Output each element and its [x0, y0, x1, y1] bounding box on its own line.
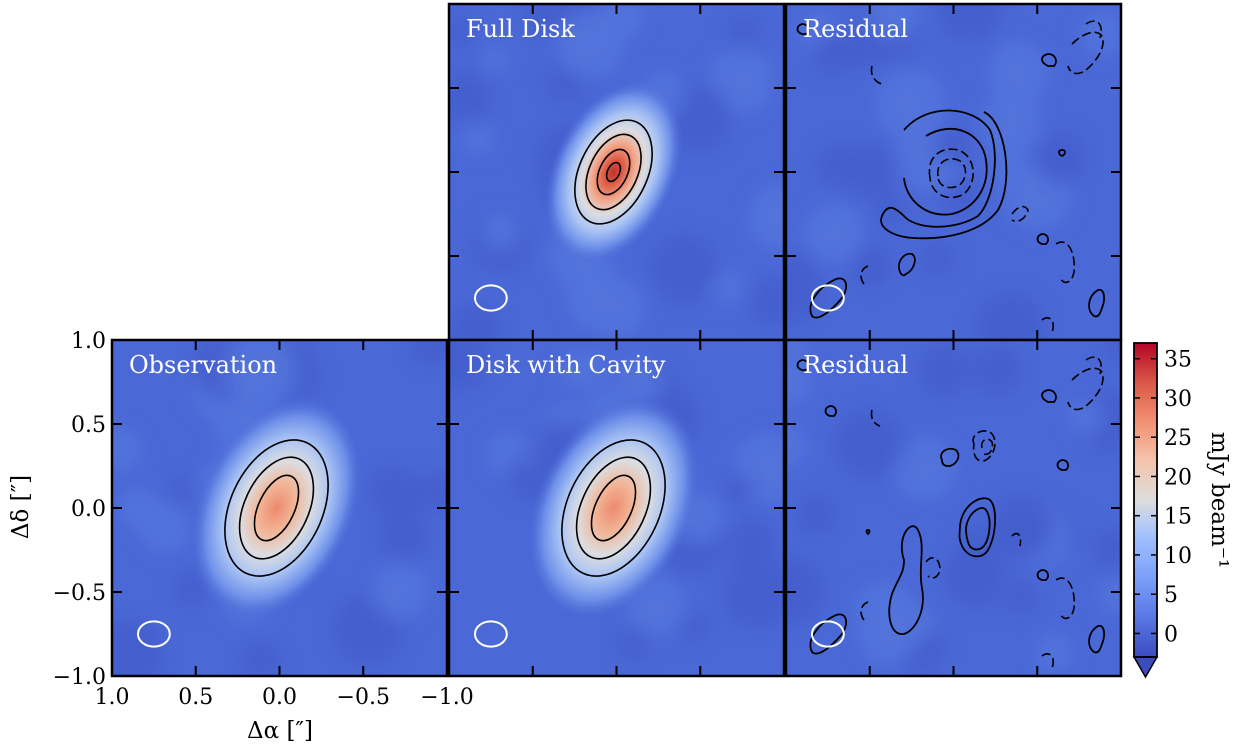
emission-map [543, 79, 684, 265]
positive-residual-contour [809, 613, 848, 655]
colorbar-label: mJy beam⁻¹ [1206, 432, 1232, 569]
contour-level-3 [590, 474, 637, 542]
x-axis-label: Δα [″] [247, 718, 313, 744]
negative-residual-contour [1055, 577, 1076, 620]
y-tick-label: 1.0 [71, 329, 106, 354]
positive-residual-contour [1088, 288, 1105, 318]
negative-residual-contour [1085, 20, 1102, 39]
positive-residual-contour [880, 109, 1008, 240]
panel-title: Observation [129, 351, 277, 379]
positive-residual-contour [796, 23, 809, 35]
beam-ellipse [810, 620, 845, 648]
panel-residual-cavity: Residual [784, 338, 1123, 678]
colorbar-tick-label: 5 [1164, 583, 1178, 608]
y-tick-label: −0.5 [53, 581, 106, 606]
x-tick-label: −1.0 [420, 685, 473, 710]
contour-level-1 [224, 439, 329, 577]
contour-level-2 [575, 456, 652, 560]
positive-residual-contour [940, 447, 960, 467]
x-tick-label: 0.0 [262, 685, 297, 710]
panel-title: Full Disk [466, 15, 575, 43]
panel-title: Residual [803, 351, 908, 379]
contour-level-2 [585, 133, 642, 211]
x-tick-label: −0.5 [337, 685, 390, 710]
y-axis-label: Δδ [″] [8, 475, 34, 539]
panel-background [786, 340, 1121, 676]
negative-residual-contour [928, 148, 974, 199]
residual-contours [796, 20, 1105, 333]
colorbar-tick-label: 10 [1164, 544, 1192, 569]
emission-map [526, 396, 701, 620]
panel-title: Residual [803, 15, 908, 43]
contour-level-3 [253, 474, 300, 542]
negative-residual-contour [1067, 31, 1104, 75]
negative-residual-contour [937, 158, 967, 189]
contour-level-4 [605, 161, 622, 183]
colorbar-extend-arrow [1132, 656, 1159, 679]
positive-residual-contour [1036, 569, 1049, 581]
x-tick-label: 1.0 [95, 685, 130, 710]
positive-residual-contour [1036, 233, 1049, 245]
negative-residual-contour [1011, 205, 1029, 223]
negative-residual-contour [1085, 356, 1102, 375]
panel-full-disk: Full Disk [447, 2, 786, 342]
contour-level-1 [574, 119, 653, 225]
beam-ellipse [136, 620, 171, 648]
beam-ellipse [473, 284, 508, 312]
contour-level-2 [238, 456, 315, 560]
positive-residual-contour [809, 277, 848, 319]
negative-residual-contour [1041, 317, 1055, 333]
positive-residual-contour [958, 497, 996, 558]
positive-residual-contour [888, 525, 924, 635]
y-tick-label: 0.0 [71, 497, 106, 522]
residual-contours [796, 356, 1105, 669]
colorbar-tick-label: 35 [1164, 348, 1192, 373]
negative-residual-contour [925, 557, 941, 579]
panel-disk-cavity: Disk with Cavity [447, 338, 786, 678]
positive-residual-contour [824, 405, 837, 417]
colorbar-tick-label: 15 [1164, 505, 1192, 530]
beam-ellipse [810, 284, 845, 312]
contour-level-1 [561, 439, 666, 577]
positive-residual-contour [1041, 389, 1057, 403]
panel-title: Disk with Cavity [466, 351, 666, 379]
negative-residual-contour [860, 601, 869, 621]
negative-residual-contour [1041, 653, 1055, 669]
positive-residual-contour [1056, 459, 1069, 471]
positive-residual-contour [865, 529, 871, 536]
beam-ellipse [473, 620, 508, 648]
y-tick-label: −1.0 [53, 665, 106, 690]
colorbar-tick-label: 20 [1164, 465, 1192, 490]
positive-residual-contour [1058, 149, 1066, 158]
colorbar-gradient [1134, 343, 1157, 657]
negative-residual-contour [870, 409, 881, 427]
positive-residual-contour [903, 127, 988, 216]
positive-residual-contour [1088, 624, 1105, 654]
negative-residual-contour [1011, 532, 1022, 547]
emission-map [189, 396, 364, 620]
colorbar-tick-label: 30 [1164, 387, 1192, 412]
x-tick-label: 0.5 [178, 685, 213, 710]
negative-residual-contour [1067, 367, 1104, 411]
positive-residual-contour [898, 252, 916, 277]
colorbar: 0 5 10 15 20 25 30 35 mJy beam⁻¹ [1132, 342, 1232, 679]
colorbar-frame [1133, 342, 1158, 658]
colorbar-tick-label: 0 [1164, 622, 1178, 647]
negative-residual-contour [972, 430, 996, 462]
panel-residual-full: Residual [784, 2, 1123, 342]
negative-residual-contour [1055, 241, 1076, 284]
axes-labels: Δα [″] Δδ [″] [8, 475, 313, 744]
positive-residual-contour [796, 359, 809, 371]
negative-residual-contour [870, 65, 883, 85]
negative-residual-contour [980, 438, 994, 456]
y-tick-label: 0.5 [71, 413, 106, 438]
contour-level-3 [596, 148, 631, 196]
positive-residual-contour [965, 507, 991, 551]
negative-residual-contour [860, 265, 869, 285]
colorbar-tick-label: 25 [1164, 426, 1192, 451]
positive-residual-contour [1041, 53, 1057, 67]
